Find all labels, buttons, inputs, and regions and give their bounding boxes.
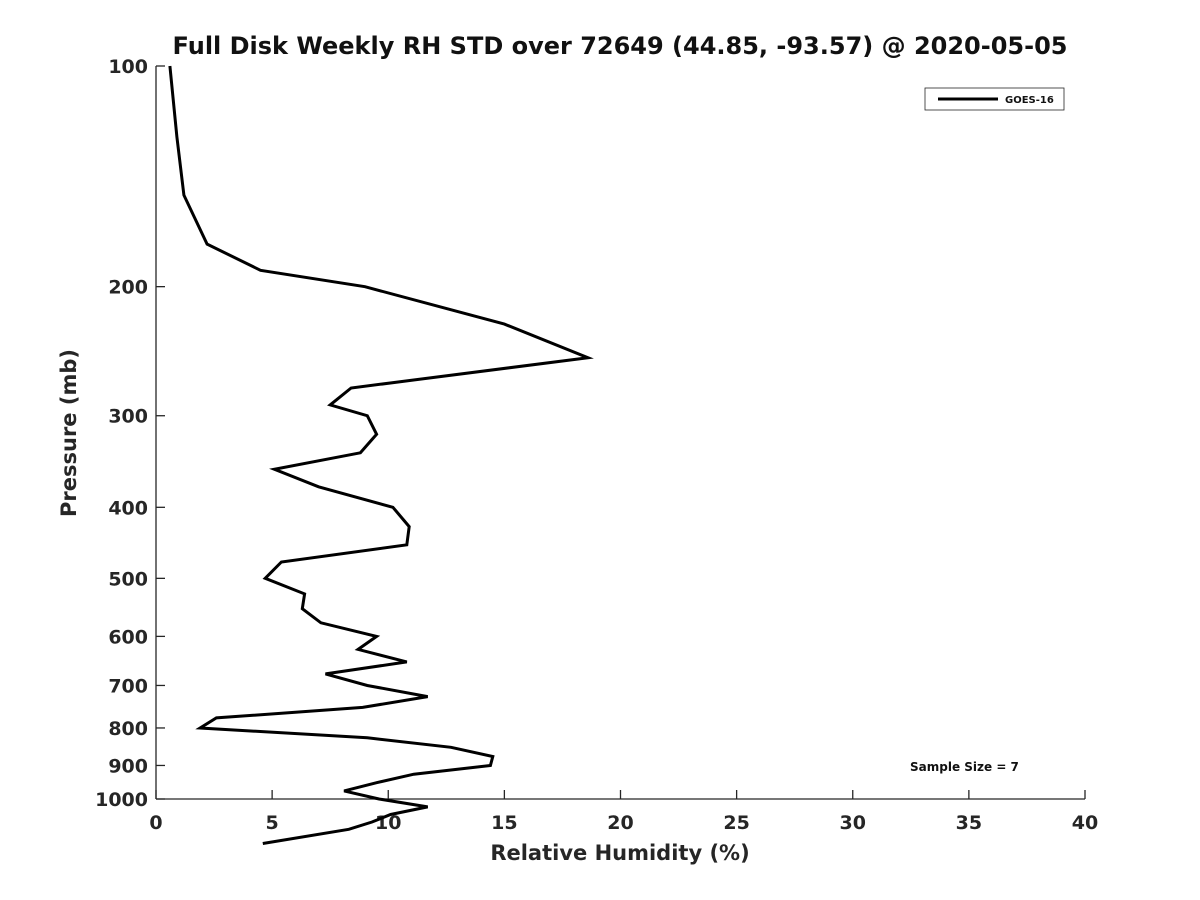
y-tick-label: 900 bbox=[108, 755, 148, 777]
y-tick-label: 200 bbox=[108, 277, 148, 299]
x-tick-label: 25 bbox=[723, 812, 749, 834]
x-tick-label: 35 bbox=[956, 812, 982, 834]
series-layer bbox=[168, 65, 594, 845]
x-tick-label: 5 bbox=[266, 812, 279, 834]
x-tick-label: 15 bbox=[491, 812, 517, 834]
legend-label-goes-16: GOES-16 bbox=[1005, 95, 1054, 106]
y-tick-label: 500 bbox=[108, 568, 148, 590]
y-tick-label: 100 bbox=[108, 56, 148, 78]
x-axis-ticks: 0 5 10 15 20 25 30 35 40 bbox=[149, 790, 1098, 834]
x-axis-label: Relative Humidity (%) bbox=[490, 841, 749, 865]
y-tick-label: 300 bbox=[108, 406, 148, 428]
y-axis-ticks: 100 200 300 400 500 600 700 800 900 1000 bbox=[95, 56, 165, 811]
chart-title: Full Disk Weekly RH STD over 72649 (44.8… bbox=[173, 32, 1068, 60]
y-tick-label: 1000 bbox=[95, 789, 148, 811]
legend: GOES-16 bbox=[924, 87, 1065, 111]
y-tick-label: 700 bbox=[108, 675, 148, 697]
y-axis-label: Pressure (mb) bbox=[57, 349, 81, 517]
sample-size-annotation: Sample Size = 7 bbox=[910, 760, 1019, 774]
x-tick-label: 30 bbox=[840, 812, 866, 834]
x-tick-label: 40 bbox=[1072, 812, 1098, 834]
x-tick-label: 20 bbox=[607, 812, 633, 834]
x-tick-label: 0 bbox=[149, 812, 162, 834]
y-tick-label: 800 bbox=[108, 718, 148, 740]
series-line-goes-16 bbox=[168, 65, 594, 845]
y-tick-label: 600 bbox=[108, 626, 148, 648]
plot-area bbox=[155, 66, 1085, 800]
y-tick-label: 400 bbox=[108, 497, 148, 519]
